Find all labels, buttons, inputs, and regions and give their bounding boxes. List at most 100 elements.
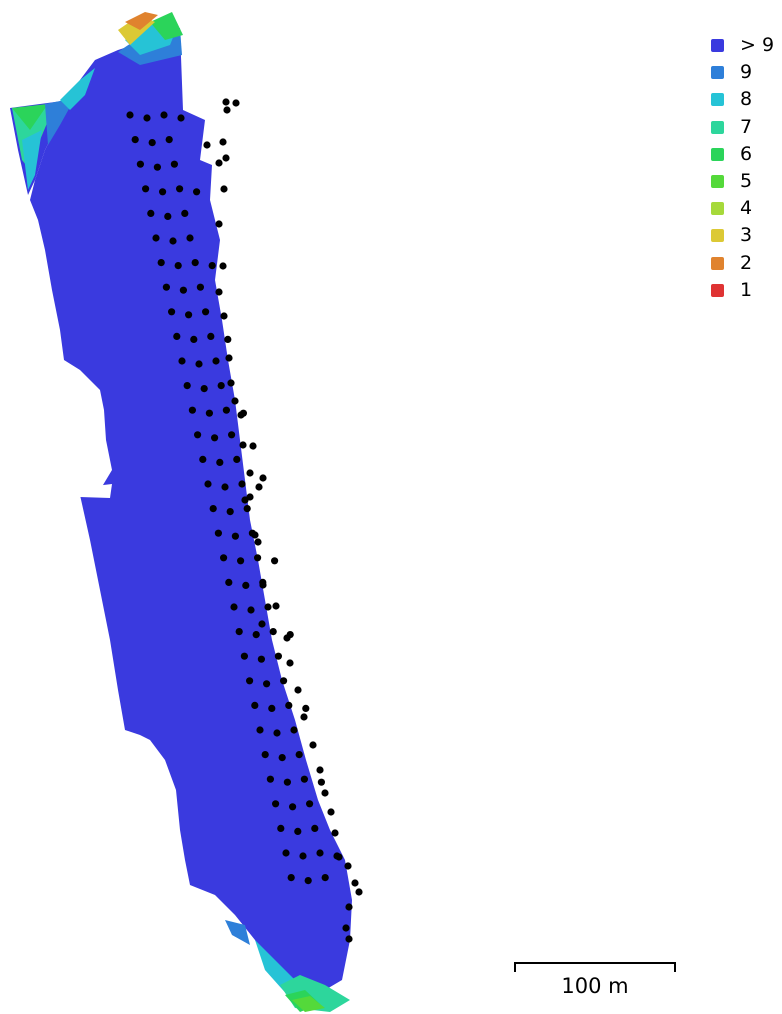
camera-position-marker (207, 332, 215, 340)
legend-label: 9 (740, 61, 753, 84)
camera-position-marker (208, 262, 216, 270)
camera-position-marker (228, 431, 236, 439)
camera-position-marker (196, 283, 204, 291)
camera-position-marker (304, 877, 312, 885)
legend-label: 5 (740, 169, 753, 192)
camera-position-marker (268, 704, 276, 713)
camera-position-marker (223, 106, 231, 114)
camera-position-marker (321, 874, 329, 882)
camera-position-marker (225, 354, 233, 362)
camera-position-marker (215, 220, 223, 228)
camera-position-marker (355, 888, 363, 896)
camera-position-marker (215, 159, 223, 167)
camera-position-marker (249, 442, 257, 450)
camera-position-marker (283, 778, 291, 786)
legend-label: > 9 (740, 34, 775, 56)
camera-position-marker (263, 680, 271, 688)
camera-position-marker (321, 789, 329, 797)
camera-position-marker (311, 824, 319, 833)
legend-swatch (711, 93, 724, 107)
camera-position-marker (194, 431, 202, 439)
camera-position-marker (258, 620, 266, 628)
camera-position-marker (259, 581, 267, 589)
camera-position-marker (222, 98, 230, 106)
scale-bar (514, 962, 676, 972)
camera-position-marker (231, 397, 239, 405)
camera-position-marker (252, 631, 260, 639)
coverage-area-top-cap-2 (125, 12, 158, 30)
camera-position-marker (285, 701, 293, 710)
camera-position-marker (212, 357, 220, 365)
legend-swatch (711, 174, 724, 188)
camera-position-marker (344, 862, 352, 870)
camera-position-marker (254, 554, 262, 562)
camera-position-marker (227, 379, 235, 387)
camera-position-marker (142, 185, 150, 193)
camera-position-marker (153, 163, 161, 171)
camera-position-marker (317, 778, 325, 786)
camera-position-marker (345, 935, 353, 943)
camera-position-marker (220, 554, 228, 562)
camera-position-marker (351, 879, 359, 887)
camera-position-marker (272, 602, 280, 610)
camera-position-marker (273, 729, 281, 737)
camera-position-marker (148, 139, 156, 147)
camera-position-marker (278, 754, 286, 762)
legend-label: 7 (740, 115, 753, 138)
camera-position-marker (300, 713, 308, 721)
camera-position-marker (309, 741, 317, 749)
camera-position-marker (277, 824, 285, 833)
legend-label: 8 (740, 88, 753, 111)
camera-position-marker (266, 775, 274, 783)
camera-positions (126, 98, 363, 943)
camera-position-marker (152, 234, 160, 242)
camera-position-marker (162, 283, 170, 291)
camera-position-marker (232, 99, 240, 107)
camera-position-marker (280, 677, 288, 685)
camera-position-marker (239, 441, 247, 449)
camera-position-marker (174, 262, 182, 270)
camera-position-marker (169, 237, 177, 245)
camera-position-marker (256, 726, 264, 734)
camera-position-marker (242, 581, 250, 590)
scale-bar-label: 100 m (561, 974, 629, 998)
camera-position-marker (335, 853, 343, 861)
camera-position-marker (165, 136, 173, 144)
camera-position-marker (294, 827, 302, 836)
coverage-area-top-cap-6 (150, 12, 183, 40)
coverage-area-overlap-6 (12, 104, 48, 130)
camera-position-marker (203, 141, 211, 149)
camera-position-marker (254, 538, 262, 546)
camera-position-marker (136, 160, 144, 168)
camera-position-marker (286, 659, 294, 667)
camera-position-marker (219, 138, 227, 146)
camera-position-marker (282, 849, 290, 857)
camera-position-marker (209, 505, 217, 513)
camera-position-marker (220, 185, 228, 193)
camera-position-marker (168, 308, 176, 316)
camera-position-marker (231, 532, 239, 540)
camera-position-marker (247, 606, 255, 614)
camera-position-marker (225, 578, 233, 587)
camera-position-marker (306, 800, 314, 808)
camera-position-marker (299, 852, 307, 860)
legend-swatch (711, 283, 724, 297)
camera-position-marker (237, 557, 245, 565)
scale-bar-line (514, 962, 676, 964)
camera-position-marker (164, 212, 172, 220)
camera-position-marker (173, 332, 181, 340)
camera-position-marker (176, 185, 184, 193)
camera-position-marker (224, 335, 232, 343)
camera-position-marker (178, 357, 186, 365)
camera-position-marker (316, 849, 324, 857)
camera-position-marker (331, 829, 339, 837)
legend-label: 3 (740, 224, 753, 247)
camera-position-marker (345, 903, 353, 911)
legend-label: 4 (740, 197, 753, 220)
legend-swatch (711, 256, 724, 270)
camera-position-marker (259, 474, 267, 482)
camera-position-marker (188, 406, 196, 414)
coverage-area-bottom-cap-9 (225, 920, 250, 945)
camera-position-marker (255, 483, 263, 491)
camera-position-marker (185, 311, 193, 319)
